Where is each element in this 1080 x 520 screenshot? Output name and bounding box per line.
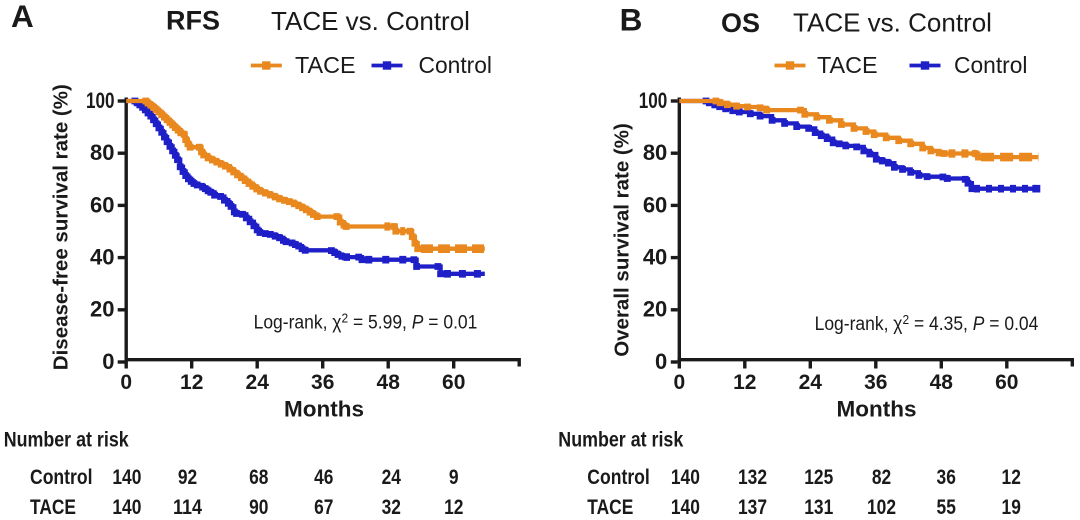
svg-text:131: 131 [804, 496, 833, 519]
svg-text:9: 9 [449, 466, 459, 489]
svg-text:48: 48 [930, 371, 954, 394]
svg-text:67: 67 [314, 496, 333, 519]
svg-text:125: 125 [804, 466, 833, 489]
svg-text:137: 137 [738, 496, 767, 519]
svg-text:Overall survival rate (%): Overall survival rate (%) [610, 123, 633, 357]
svg-text:32: 32 [382, 496, 401, 519]
svg-text:20: 20 [90, 297, 114, 322]
svg-text:140: 140 [112, 496, 141, 519]
svg-text:60: 60 [643, 192, 667, 217]
svg-text:24: 24 [799, 371, 823, 394]
svg-text:TACE vs. Control: TACE vs. Control [271, 6, 470, 36]
svg-text:Months: Months [837, 396, 917, 421]
svg-text:80: 80 [643, 140, 667, 165]
svg-text:Log-rank, χ2 = 5.99, P = 0.01: Log-rank, χ2 = 5.99, P = 0.01 [254, 311, 478, 333]
svg-text:60: 60 [442, 371, 465, 394]
svg-text:114: 114 [173, 496, 202, 519]
svg-text:24: 24 [382, 466, 402, 489]
svg-text:B: B [620, 2, 643, 38]
svg-text:80: 80 [90, 140, 114, 165]
svg-text:OS: OS [721, 8, 760, 38]
svg-text:TACE: TACE [30, 496, 76, 519]
svg-text:102: 102 [867, 496, 896, 519]
svg-text:12: 12 [733, 371, 756, 394]
svg-text:Control: Control [587, 466, 650, 489]
svg-text:Control: Control [30, 466, 93, 489]
svg-text:36: 36 [864, 371, 887, 394]
svg-text:TACE: TACE [295, 52, 356, 78]
svg-text:36: 36 [937, 466, 956, 489]
svg-text:TACE: TACE [817, 52, 878, 78]
svg-text:12: 12 [1002, 466, 1021, 489]
svg-text:55: 55 [937, 496, 957, 519]
svg-text:36: 36 [311, 371, 334, 394]
svg-text:12: 12 [444, 496, 463, 519]
svg-text:46: 46 [314, 466, 333, 489]
svg-text:Number at risk: Number at risk [4, 428, 129, 451]
svg-text:Control: Control [419, 52, 493, 78]
svg-text:Number at risk: Number at risk [558, 428, 683, 451]
svg-text:48: 48 [377, 371, 401, 394]
svg-text:Months: Months [284, 396, 364, 421]
svg-text:92: 92 [178, 466, 197, 489]
svg-text:40: 40 [643, 245, 667, 270]
svg-text:Control: Control [954, 52, 1028, 78]
svg-text:132: 132 [738, 466, 767, 489]
svg-text:Disease-free survival rate (%): Disease-free survival rate (%) [49, 84, 72, 370]
svg-text:140: 140 [671, 466, 700, 489]
svg-text:12: 12 [180, 371, 203, 394]
svg-text:0: 0 [655, 349, 667, 374]
svg-text:60: 60 [995, 371, 1018, 394]
svg-text:A: A [11, 0, 34, 34]
svg-text:19: 19 [1002, 496, 1021, 519]
svg-text:140: 140 [112, 466, 141, 489]
svg-text:40: 40 [90, 245, 114, 270]
svg-text:TACE: TACE [587, 496, 633, 519]
svg-text:140: 140 [671, 496, 700, 519]
svg-text:0: 0 [120, 371, 132, 394]
svg-text:82: 82 [872, 466, 891, 489]
svg-text:68: 68 [249, 466, 269, 489]
svg-text:0: 0 [673, 371, 685, 394]
svg-text:100: 100 [639, 88, 668, 113]
svg-text:TACE vs. Control: TACE vs. Control [793, 7, 992, 37]
svg-text:20: 20 [643, 297, 667, 322]
svg-text:Log-rank, χ2 = 4.35, P = 0.04: Log-rank, χ2 = 4.35, P = 0.04 [815, 312, 1039, 334]
svg-text:90: 90 [249, 496, 268, 519]
svg-text:100: 100 [86, 88, 115, 113]
svg-text:60: 60 [90, 192, 114, 217]
svg-text:24: 24 [246, 371, 270, 394]
svg-text:0: 0 [102, 349, 114, 374]
svg-text:RFS: RFS [166, 5, 220, 35]
